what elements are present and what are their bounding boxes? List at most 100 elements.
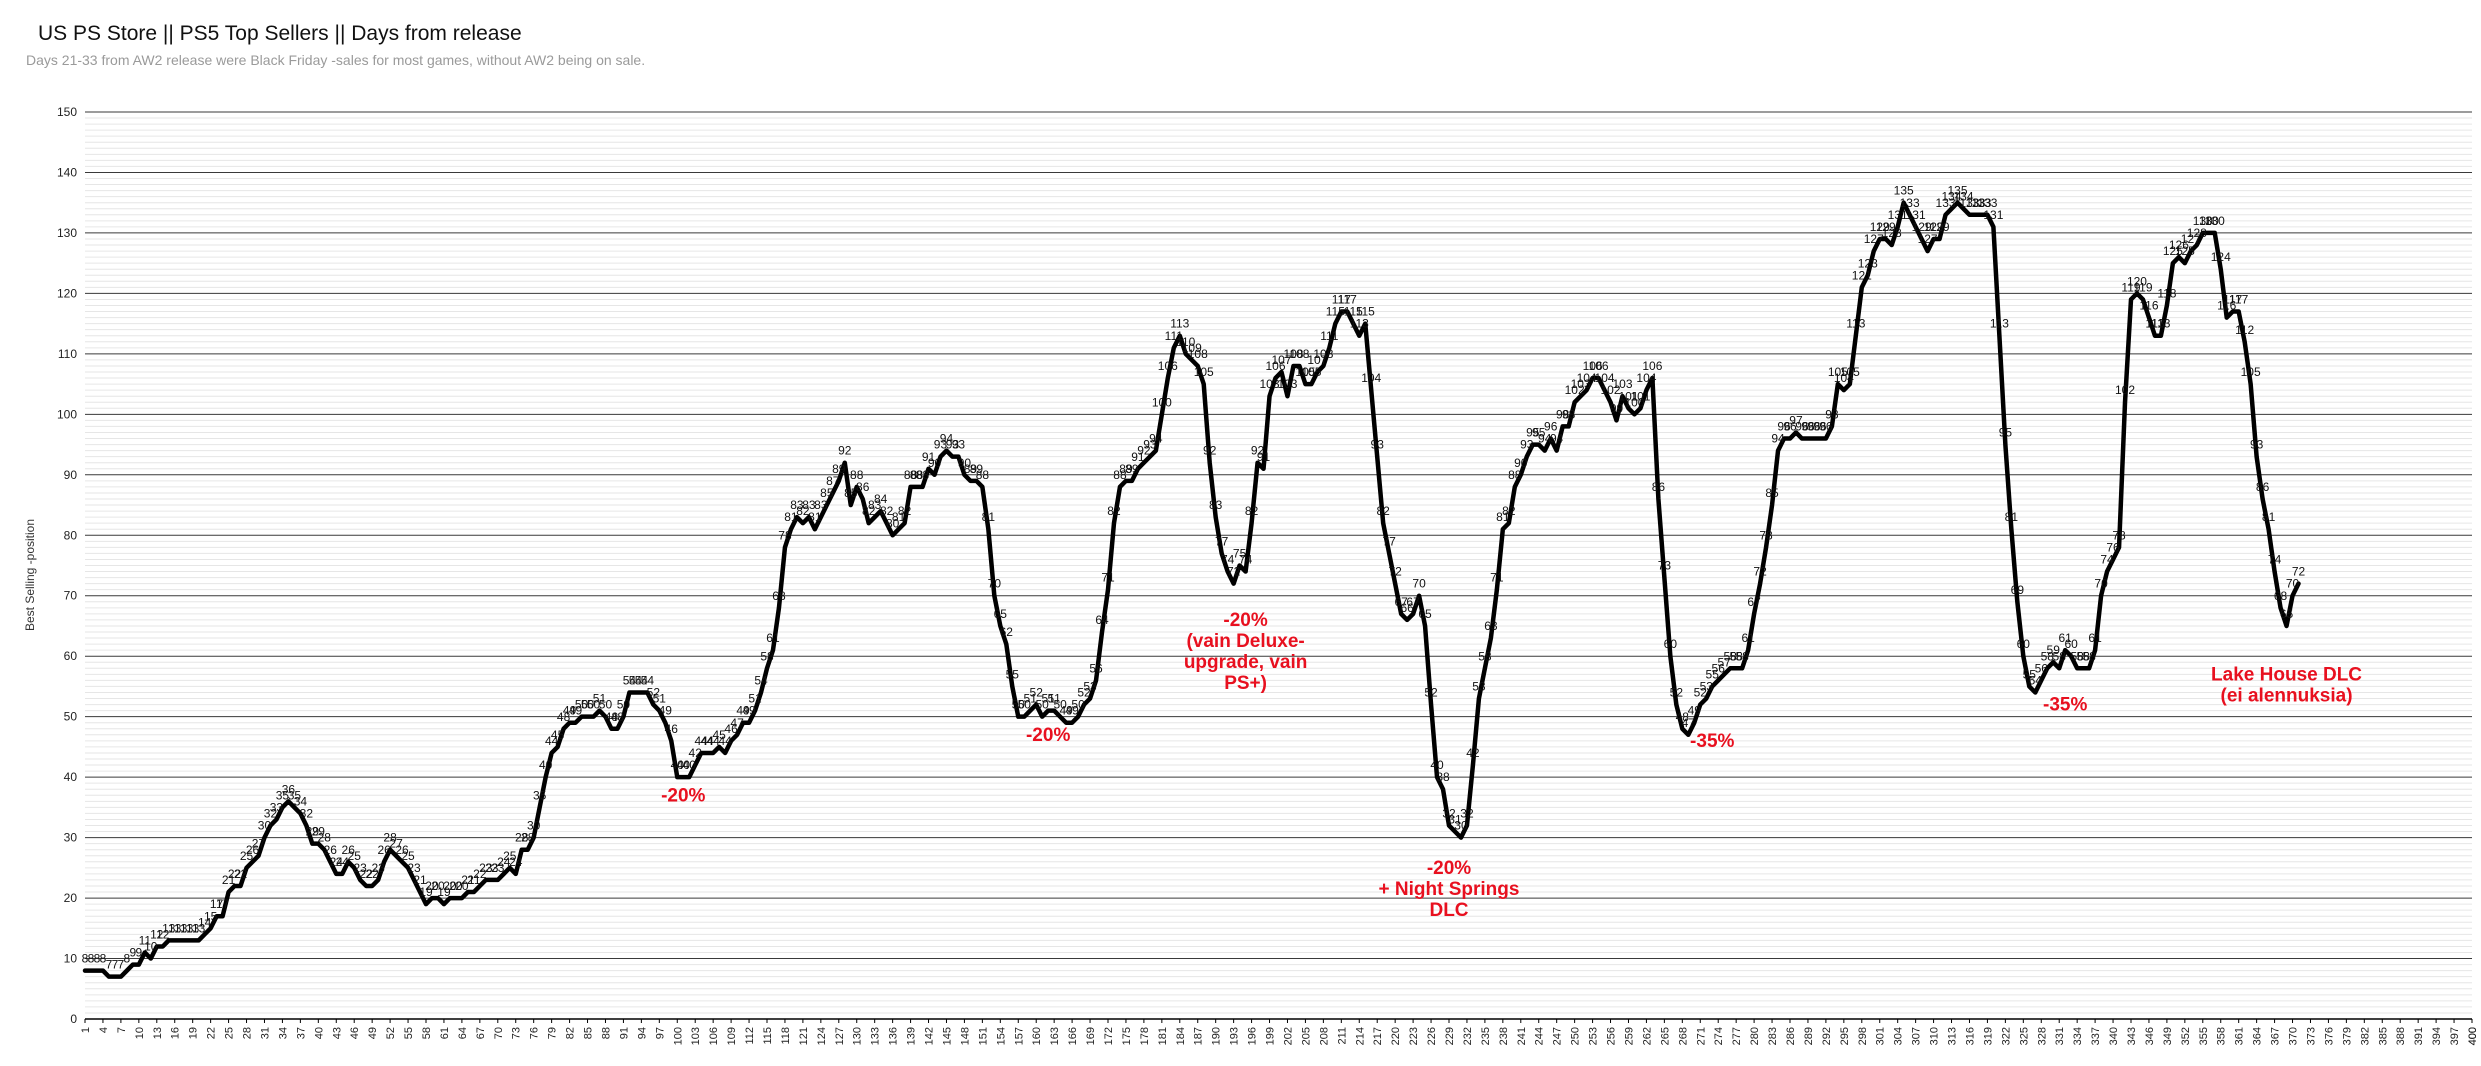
data-label: 76 [2106,540,2120,554]
data-label: 118 [2157,286,2176,300]
x-tick-label: 196 [1247,1027,1259,1045]
data-label: 35 [533,788,547,802]
data-label: 50 [1018,698,1032,712]
data-label: 62 [1000,625,1014,639]
data-label: 53 [1472,680,1486,694]
data-label: 22 [359,867,373,881]
data-label: 133 [1936,196,1956,210]
data-label: 125 [2175,244,2195,258]
data-label: 30 [1454,819,1468,833]
data-label: 58 [760,649,774,663]
x-tick-label: 253 [1588,1027,1600,1045]
data-label: 30 [258,819,272,833]
data-label: 52 [1694,686,1708,700]
x-tick-label: 70 [493,1027,505,1039]
data-label: 15 [204,909,218,923]
data-label: 13 [162,921,176,935]
data-label: 100 [1152,395,1172,409]
x-tick-label: 19 [188,1027,200,1039]
data-label: 71 [1490,571,1504,585]
x-tick-label: 124 [816,1027,828,1045]
data-label: 13 [192,921,206,935]
data-label: 49 [659,704,673,718]
data-label: 105 [1828,365,1848,379]
data-label: 93 [1520,438,1534,452]
x-tick-label: 139 [906,1027,918,1045]
x-tick-label: 67 [475,1027,487,1039]
data-label: 21 [222,873,236,887]
data-label: 24 [497,855,511,869]
data-label: 51 [1024,692,1038,706]
data-label: 14 [198,915,212,929]
data-label: 106 [1583,359,1603,373]
x-tick-label: 262 [1641,1027,1653,1045]
data-label: 104 [1361,371,1381,385]
data-label: 24 [336,855,350,869]
data-label: 93 [946,438,960,452]
data-labels: 8 8 8 8 7 7 7 8 9 9111012121313131313131415171721… [82,184,2306,972]
x-tick-label: 283 [1767,1027,1779,1045]
x-tick-label: 169 [1085,1027,1097,1045]
data-label: 27 [252,837,266,851]
data-label: 82 [898,504,912,518]
x-tick-label: 265 [1659,1027,1671,1045]
data-label: 60 [2064,637,2078,651]
data-label: 7 [118,958,125,972]
x-tick-label: 154 [995,1027,1007,1045]
data-label: 28 [383,831,397,845]
x-tick-label: 82 [565,1027,577,1039]
x-tick-label: 256 [1606,1027,1618,1045]
data-label: 38 [1436,770,1450,784]
x-tick-label: 40 [313,1027,325,1039]
x-tick-label: 259 [1623,1027,1635,1045]
x-tick-label: 325 [2018,1027,2030,1045]
data-label: 10 [144,940,158,954]
data-label: 53 [1700,680,1714,694]
data-label: 131 [1888,208,1908,222]
data-label: 88 [904,468,918,482]
data-label: 80 [886,516,900,530]
data-label: 96 [1813,420,1827,434]
data-label: 82 [1107,504,1121,518]
data-label: 81 [808,510,822,524]
x-tick-label: 379 [2341,1027,2353,1045]
data-label: 103 [1260,377,1280,391]
x-axis-tick-labels: 1 4 7 10 13 16 19 22 25 28 31 34 37 40 43 46 49 52 55 58 61 6… [80,1019,2479,1045]
x-tick-label: 145 [941,1027,953,1045]
data-label: 113 [1170,317,1189,331]
data-label: 89 [964,462,978,476]
data-label: 97 [1789,413,1803,427]
data-label: 133 [1959,196,1979,210]
data-label: 106 [1265,359,1285,373]
annotation: -35% [1690,731,1734,752]
data-label: 81 [892,510,906,524]
chart-title: US PS Store || PS5 Top Sellers || Days f… [38,22,522,45]
x-tick-label: 115 [762,1027,774,1045]
x-tick-label: 280 [1749,1027,1761,1045]
data-label: 84 [874,492,888,506]
data-label: 56 [2035,661,2049,675]
data-label: 117 [2229,293,2248,307]
data-label: 95 [1532,426,1546,440]
data-label: 119 [2133,280,2152,294]
data-label: 13 [186,921,200,935]
data-label: 28 [515,831,529,845]
x-tick-label: 52 [385,1027,397,1039]
x-tick-label: 127 [834,1027,846,1045]
data-label: 96 [1801,420,1815,434]
data-label: 54 [629,673,643,687]
x-tick-label: 355 [2198,1027,2210,1045]
data-label: 61 [2088,631,2102,645]
data-label: 49 [736,704,750,718]
x-tick-label: 4 [98,1027,110,1033]
data-label: 113 [2145,317,2164,331]
data-label: 129 [1876,220,1896,234]
x-tick-label: 1 [80,1027,92,1033]
x-tick-label: 136 [888,1027,900,1045]
data-label: 23 [479,861,493,875]
data-label: 21 [413,873,427,887]
data-label: 88 [850,468,864,482]
annotations: -20%-20%-20%(vain Deluxe-upgrade, vainPS… [661,610,2362,921]
data-label: 115 [1326,305,1345,319]
data-label: 32 [1460,807,1474,821]
